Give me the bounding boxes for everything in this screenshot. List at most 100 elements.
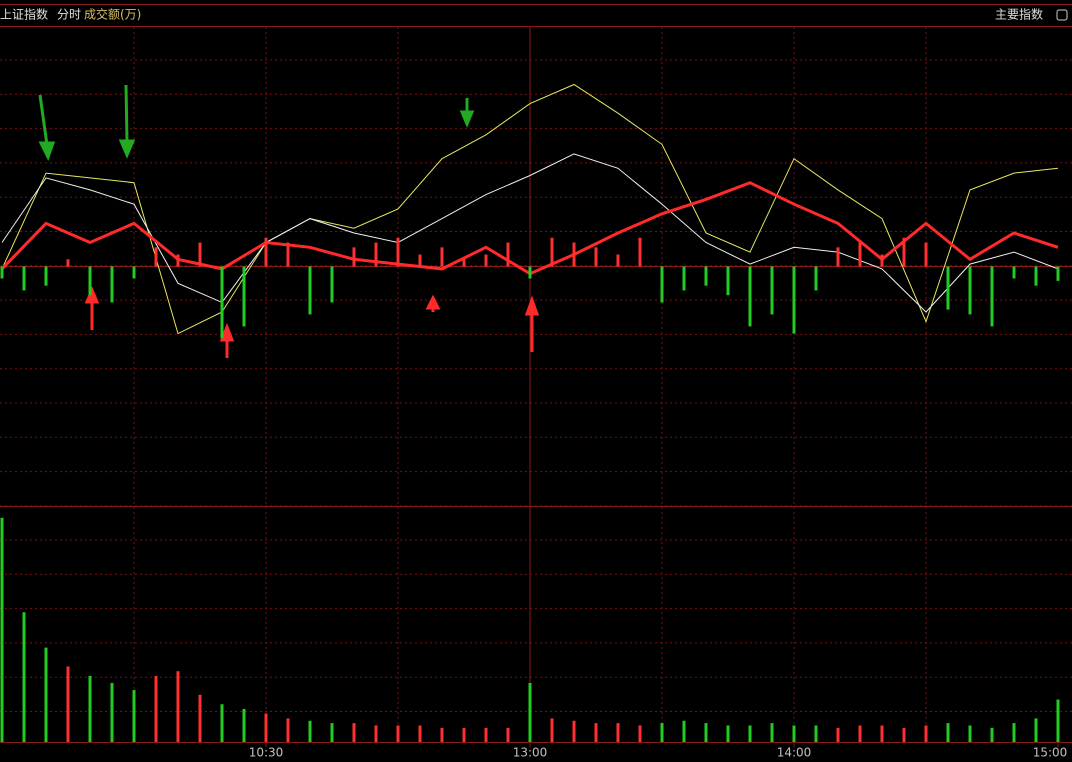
bar	[132, 690, 136, 742]
bar	[396, 725, 400, 742]
bar	[462, 727, 466, 742]
bar	[44, 266, 48, 286]
bar	[330, 266, 334, 303]
bar	[946, 723, 950, 742]
bar	[638, 237, 642, 267]
bar	[264, 713, 268, 742]
bar	[374, 242, 378, 267]
bar	[968, 725, 972, 742]
bar	[572, 720, 576, 742]
bar	[946, 266, 950, 310]
bar	[88, 675, 92, 742]
line-series	[1, 83, 1059, 335]
bar	[550, 718, 554, 742]
bar	[242, 708, 246, 742]
bar	[440, 247, 444, 267]
bar	[528, 683, 532, 742]
bar	[66, 259, 70, 267]
bar	[484, 727, 488, 742]
bar	[748, 725, 752, 742]
bar	[418, 254, 422, 267]
bar	[902, 727, 906, 742]
bar	[880, 254, 884, 267]
bar	[616, 723, 620, 742]
bar	[836, 727, 840, 742]
bar	[924, 725, 928, 742]
bar	[814, 725, 818, 742]
arrows	[38, 84, 540, 358]
bar	[726, 266, 730, 296]
index-name[interactable]: 上证指数	[0, 7, 48, 22]
bar	[176, 254, 180, 267]
bar	[704, 723, 708, 742]
bar	[110, 683, 114, 742]
bar	[44, 647, 48, 742]
bar	[704, 266, 708, 286]
bar	[858, 725, 862, 742]
bar	[440, 727, 444, 742]
bar	[0, 517, 4, 742]
bar	[770, 723, 774, 742]
bar	[352, 723, 356, 742]
bar	[22, 266, 26, 291]
menu[interactable]: 主要指数	[995, 7, 1043, 22]
bar	[682, 720, 686, 742]
x-tick-label: 10:30	[249, 746, 284, 760]
bar	[682, 266, 686, 291]
bar	[198, 242, 202, 267]
bar	[22, 612, 26, 742]
bar	[220, 704, 224, 742]
indicator[interactable]: 成交额(万)	[84, 7, 141, 22]
bar	[308, 720, 312, 742]
bar	[484, 254, 488, 267]
bar	[374, 725, 378, 742]
bar	[814, 266, 818, 291]
line-series	[1, 153, 1059, 313]
bar	[528, 266, 532, 279]
x-tick-label: 13:00	[513, 746, 548, 760]
bar	[858, 242, 862, 267]
bar	[308, 266, 312, 315]
bar	[660, 266, 664, 303]
bar	[1012, 266, 1016, 279]
bar	[572, 242, 576, 267]
bar	[154, 675, 158, 742]
bar	[220, 266, 224, 339]
bar	[924, 242, 928, 267]
bar	[110, 266, 114, 303]
bar	[1056, 699, 1060, 742]
bar	[396, 237, 400, 267]
bar	[506, 727, 510, 742]
bar	[286, 242, 290, 267]
bar	[726, 725, 730, 742]
bar	[88, 266, 92, 296]
bar	[968, 266, 972, 315]
bar	[286, 718, 290, 742]
bar	[330, 723, 334, 742]
bar	[1034, 718, 1038, 742]
bar	[594, 723, 598, 742]
bar	[352, 247, 356, 267]
bar	[990, 266, 994, 327]
menu-icon[interactable]	[1056, 9, 1068, 21]
bar	[770, 266, 774, 315]
x-tick-label: 15:00	[1033, 746, 1068, 760]
bar	[0, 266, 4, 279]
bar	[418, 725, 422, 742]
mode[interactable]: 分时	[57, 8, 81, 22]
grid	[0, 27, 1072, 742]
bar	[1034, 266, 1038, 286]
bar	[660, 723, 664, 742]
bar	[462, 259, 466, 267]
bar	[594, 247, 598, 267]
bar	[990, 727, 994, 742]
bar	[550, 237, 554, 267]
bar	[66, 666, 70, 742]
bar	[264, 237, 268, 267]
bar	[792, 725, 796, 742]
bar	[1012, 723, 1016, 742]
bar	[748, 266, 752, 327]
